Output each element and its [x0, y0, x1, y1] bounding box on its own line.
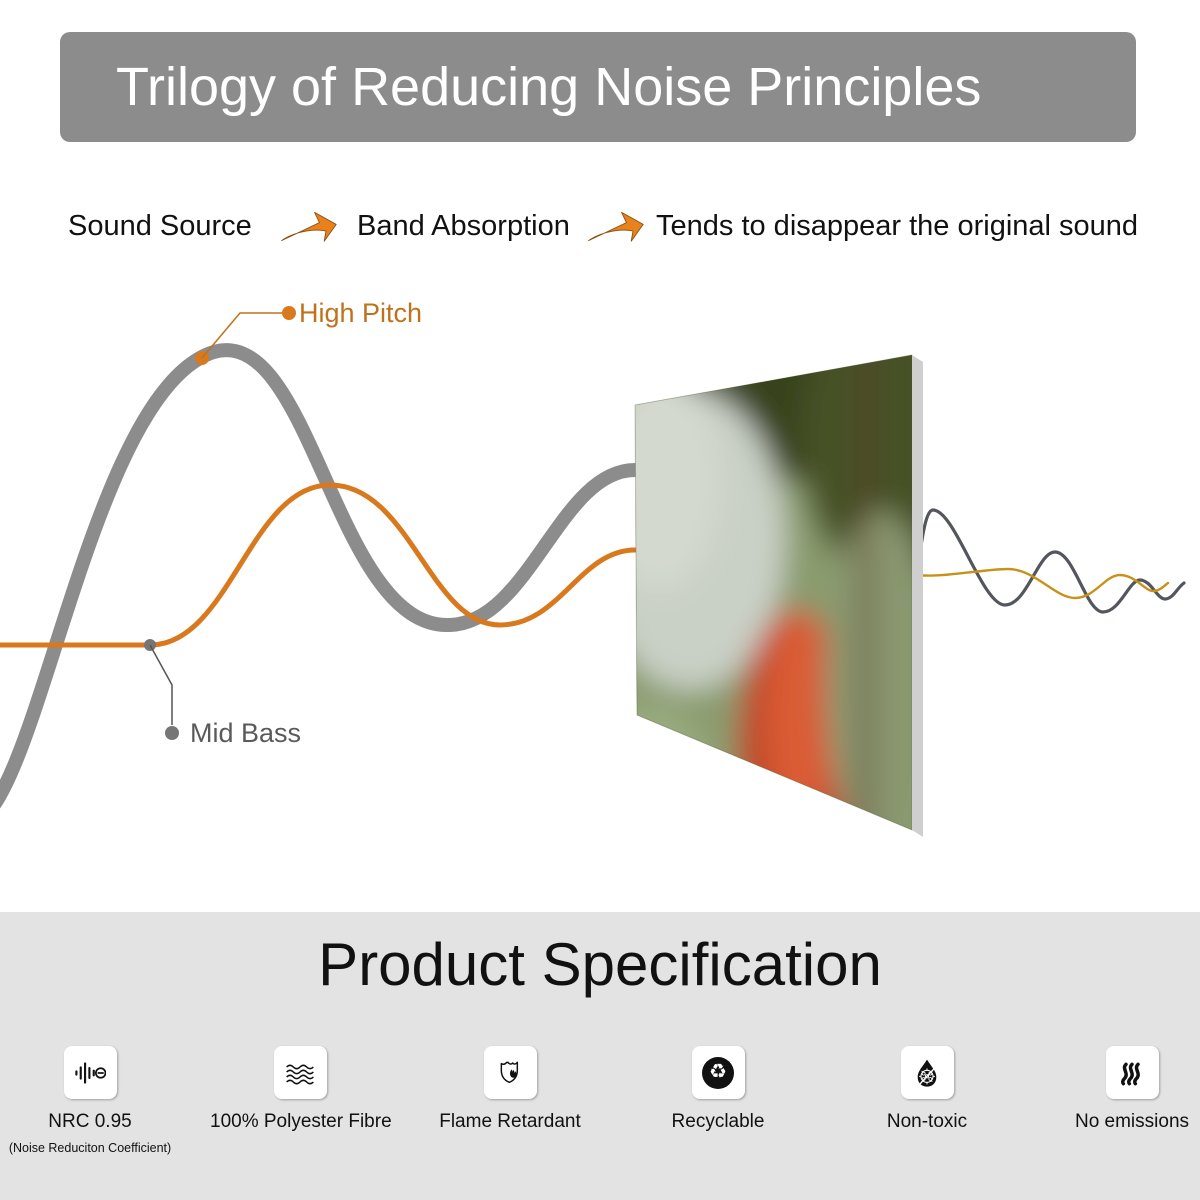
svg-text:Mid Bass: Mid Bass [190, 718, 301, 748]
svg-text:High Pitch: High Pitch [299, 300, 422, 328]
